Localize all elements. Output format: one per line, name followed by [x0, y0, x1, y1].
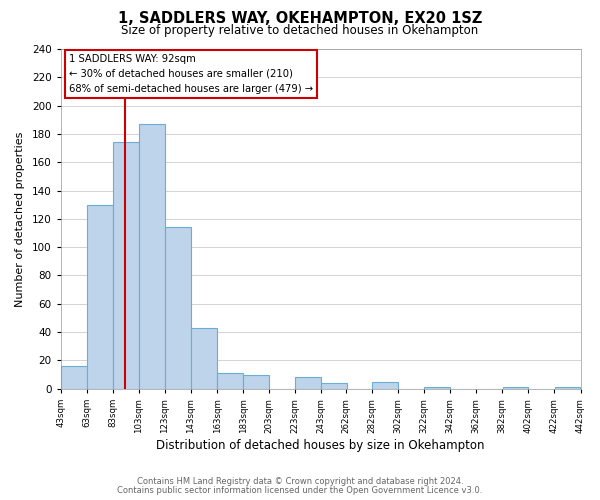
Text: Size of property relative to detached houses in Okehampton: Size of property relative to detached ho…	[121, 24, 479, 37]
Text: 1 SADDLERS WAY: 92sqm
← 30% of detached houses are smaller (210)
68% of semi-det: 1 SADDLERS WAY: 92sqm ← 30% of detached …	[68, 54, 313, 94]
Bar	[191, 328, 217, 388]
Y-axis label: Number of detached properties: Number of detached properties	[15, 131, 25, 306]
Text: 1, SADDLERS WAY, OKEHAMPTON, EX20 1SZ: 1, SADDLERS WAY, OKEHAMPTON, EX20 1SZ	[118, 11, 482, 26]
Bar	[139, 124, 165, 388]
X-axis label: Distribution of detached houses by size in Okehampton: Distribution of detached houses by size …	[157, 440, 485, 452]
Bar	[372, 382, 398, 388]
Bar	[87, 204, 113, 388]
Bar	[61, 366, 86, 388]
Text: Contains public sector information licensed under the Open Government Licence v3: Contains public sector information licen…	[118, 486, 482, 495]
Bar	[295, 378, 321, 388]
Bar	[424, 387, 450, 388]
Bar	[503, 387, 528, 388]
Bar	[217, 373, 243, 388]
Bar	[243, 374, 269, 388]
Bar	[322, 383, 347, 388]
Bar	[165, 228, 191, 388]
Bar	[554, 387, 580, 388]
Text: Contains HM Land Registry data © Crown copyright and database right 2024.: Contains HM Land Registry data © Crown c…	[137, 477, 463, 486]
Bar	[113, 142, 139, 388]
